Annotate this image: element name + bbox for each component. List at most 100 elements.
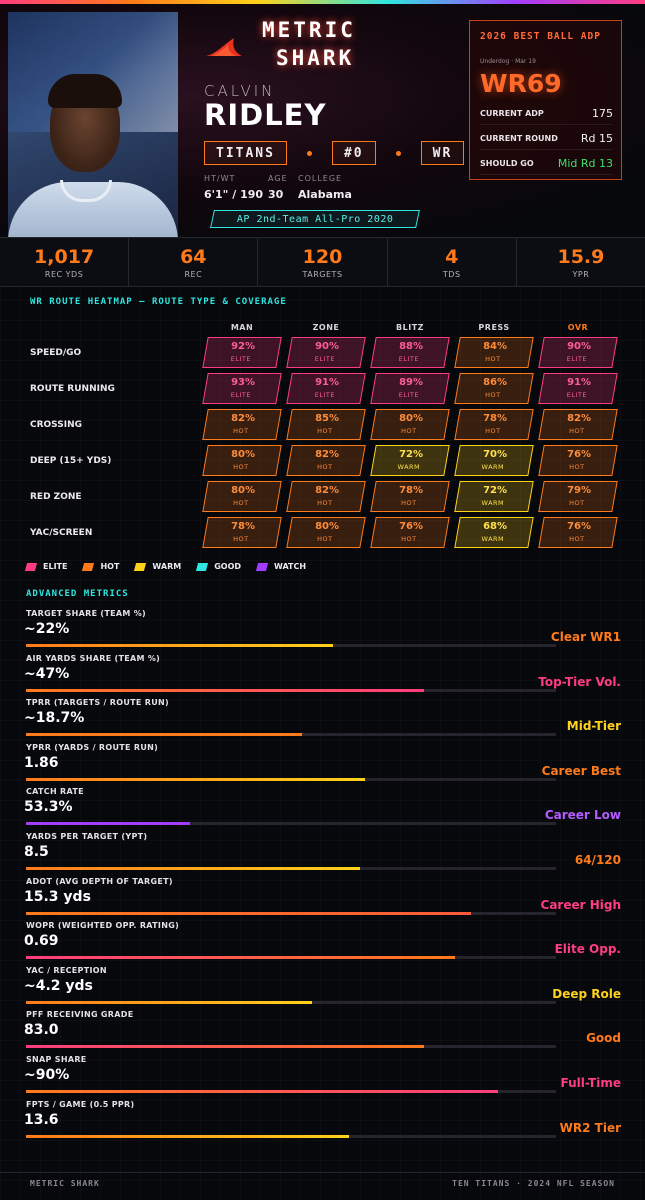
metric-row: YAC / RECEPTION ~4.2 yds Deep Role <box>0 966 645 1011</box>
heatmap-cell-pct: 93% <box>231 377 256 388</box>
heatmap-cell-pct: 78% <box>231 521 256 532</box>
legend-item: WATCH <box>255 562 306 571</box>
stat-cell: 64 REC <box>129 238 259 286</box>
stat-label: TARGETS <box>302 270 343 279</box>
heatmap-cell-pct: 88% <box>399 341 424 352</box>
heatmap-cell: 76% HOT <box>370 517 450 548</box>
heatmap-cell: 89% ELITE <box>370 373 450 404</box>
heatmap-cell-tier: HOT <box>569 535 585 543</box>
heatmap-cell: 90% ELITE <box>538 337 618 368</box>
heatmap-cell-pct: 72% <box>483 485 508 496</box>
heatmap-cell: 78% HOT <box>202 517 282 548</box>
heatmap-cell-tier: ELITE <box>230 355 251 363</box>
heatmap-legend: ELITE HOT WARM GOOD WATCH <box>24 562 322 571</box>
heatmap-cell-pct: 78% <box>399 485 424 496</box>
stat-label: TDS <box>442 270 461 279</box>
heatmap-cell-tier: WARM <box>481 463 505 471</box>
heatmap-cell-tier: ELITE <box>398 355 419 363</box>
footer-brand: METRIC SHARK <box>30 1179 100 1188</box>
metric-label: TPRR (TARGETS / ROUTE RUN) <box>26 698 169 708</box>
metric-label: SNAP SHARE <box>26 1055 87 1064</box>
metric-tag: Deep Role <box>552 986 621 1001</box>
metric-fill-bar <box>26 777 365 781</box>
heatmap-cell-pct: 90% <box>567 341 592 352</box>
stat-value: 64 <box>180 246 207 268</box>
heatmap-cell: 78% HOT <box>370 481 450 512</box>
heatmap-cell-pct: 79% <box>567 485 592 496</box>
legend-swatch <box>196 562 209 571</box>
heatmap-cell-pct: 91% <box>315 377 340 388</box>
heatmap-cell-tier: WARM <box>481 535 505 543</box>
top-gradient-bar <box>0 0 645 4</box>
heatmap-cell-pct: 72% <box>399 449 424 460</box>
adp-source: Underdog · Mar 19 <box>480 58 536 65</box>
metric-row: TPRR (TARGETS / ROUTE RUN) ~18.7% Mid-Tier <box>0 698 645 743</box>
player-photo <box>8 12 178 237</box>
metric-value: 1.86 <box>24 754 59 771</box>
footer: METRIC SHARK TEN TITANS · 2024 NFL SEASO… <box>0 1172 645 1200</box>
metric-value: ~22% <box>24 621 70 637</box>
shark-fin-icon <box>206 38 242 56</box>
metric-track <box>26 1045 556 1049</box>
htwt-value: 6'1" / 190 <box>204 188 264 201</box>
heatmap-cell-tier: HOT <box>233 427 249 435</box>
heatmap-cell-tier: HOT <box>317 535 333 543</box>
metric-fill-bar <box>26 956 455 960</box>
heatmap-cell-pct: 80% <box>399 413 424 424</box>
adp-title: 2026 BEST BALL ADP <box>480 31 601 42</box>
heatmap-column-header: PRESS <box>478 323 510 332</box>
heatmap-row-label: DEEP (15+ YDS) <box>30 456 112 466</box>
heatmap-cell-tier: HOT <box>233 535 249 543</box>
heatmap-cell-pct: 76% <box>399 521 424 532</box>
metric-track <box>26 733 556 737</box>
legend-swatch <box>82 562 95 571</box>
heatmap-cell-pct: 86% <box>483 377 508 388</box>
metric-track <box>26 1090 556 1093</box>
stat-value: 1,017 <box>34 246 95 268</box>
tag-separator <box>306 150 312 156</box>
heatmap-cell: 72% WARM <box>370 445 450 476</box>
heatmap-cell-tier: WARM <box>481 499 505 507</box>
legend-label: ELITE <box>43 562 68 571</box>
heatmap-cell-tier: HOT <box>485 427 501 435</box>
metric-label: ADOT (AVG DEPTH OF TARGET) <box>26 876 173 886</box>
heatmap-cell: 90% ELITE <box>286 337 366 368</box>
player-first-name: CALVIN <box>204 82 276 100</box>
metric-value: 83.0 <box>24 1022 59 1039</box>
heatmap-cell: 80% HOT <box>202 481 282 512</box>
metric-tag: Elite Opp. <box>554 942 621 957</box>
metric-row: FPTS / GAME (0.5 PPR) 13.6 WR2 Tier <box>0 1100 645 1145</box>
metric-value: ~47% <box>24 665 70 682</box>
tag-separator <box>395 150 401 156</box>
heatmap-cell: 91% ELITE <box>286 373 366 404</box>
metric-track <box>26 1134 556 1138</box>
heatmap-cell-pct: 89% <box>399 377 424 388</box>
heatmap-cell-pct: 82% <box>567 413 592 424</box>
heatmap-cell: 93% ELITE <box>202 373 282 404</box>
age-label: AGE <box>268 174 288 183</box>
legend-swatch <box>134 562 147 571</box>
metric-fill-bar <box>26 644 333 647</box>
heatmap-cell-tier: HOT <box>317 499 333 507</box>
heatmap-cell: 76% HOT <box>538 517 618 548</box>
season-stats-bar: 1,017 REC YDS 64 REC 120 TARGETS 4 TDS 15.9 YPR <box>0 237 645 287</box>
metric-tag: WR2 Tier <box>559 1120 621 1135</box>
metric-row: TARGET SHARE (TEAM %) ~22% Clear WR1 <box>0 609 645 654</box>
heatmap-column-header: MAN <box>230 323 254 332</box>
heatmap-cell-tier: HOT <box>485 391 501 399</box>
heatmap-cell: 92% ELITE <box>202 337 282 368</box>
player-last-name: RIDLEY <box>204 98 327 132</box>
adp-row: CURRENT ADP 175 <box>480 103 613 125</box>
stat-label: YPR <box>572 270 590 279</box>
metric-label: AIR YARDS SHARE (TEAM %) <box>26 653 161 663</box>
metric-label: YARDS PER TARGET (YPT) <box>26 832 148 841</box>
heatmap-cell: 84% HOT <box>454 337 534 368</box>
metric-value: 0.69 <box>24 933 59 950</box>
heatmap-cell: 70% WARM <box>454 445 534 476</box>
number-tag: #0 <box>331 141 376 165</box>
metric-row: WOPR (WEIGHTED OPP. RATING) 0.69 Elite Opp… <box>0 921 645 966</box>
legend-label: WARM <box>152 562 182 571</box>
heatmap-cell-tier: ELITE <box>314 391 335 399</box>
heatmap-cell-pct: 85% <box>315 413 340 424</box>
stat-label: REC <box>184 270 203 279</box>
